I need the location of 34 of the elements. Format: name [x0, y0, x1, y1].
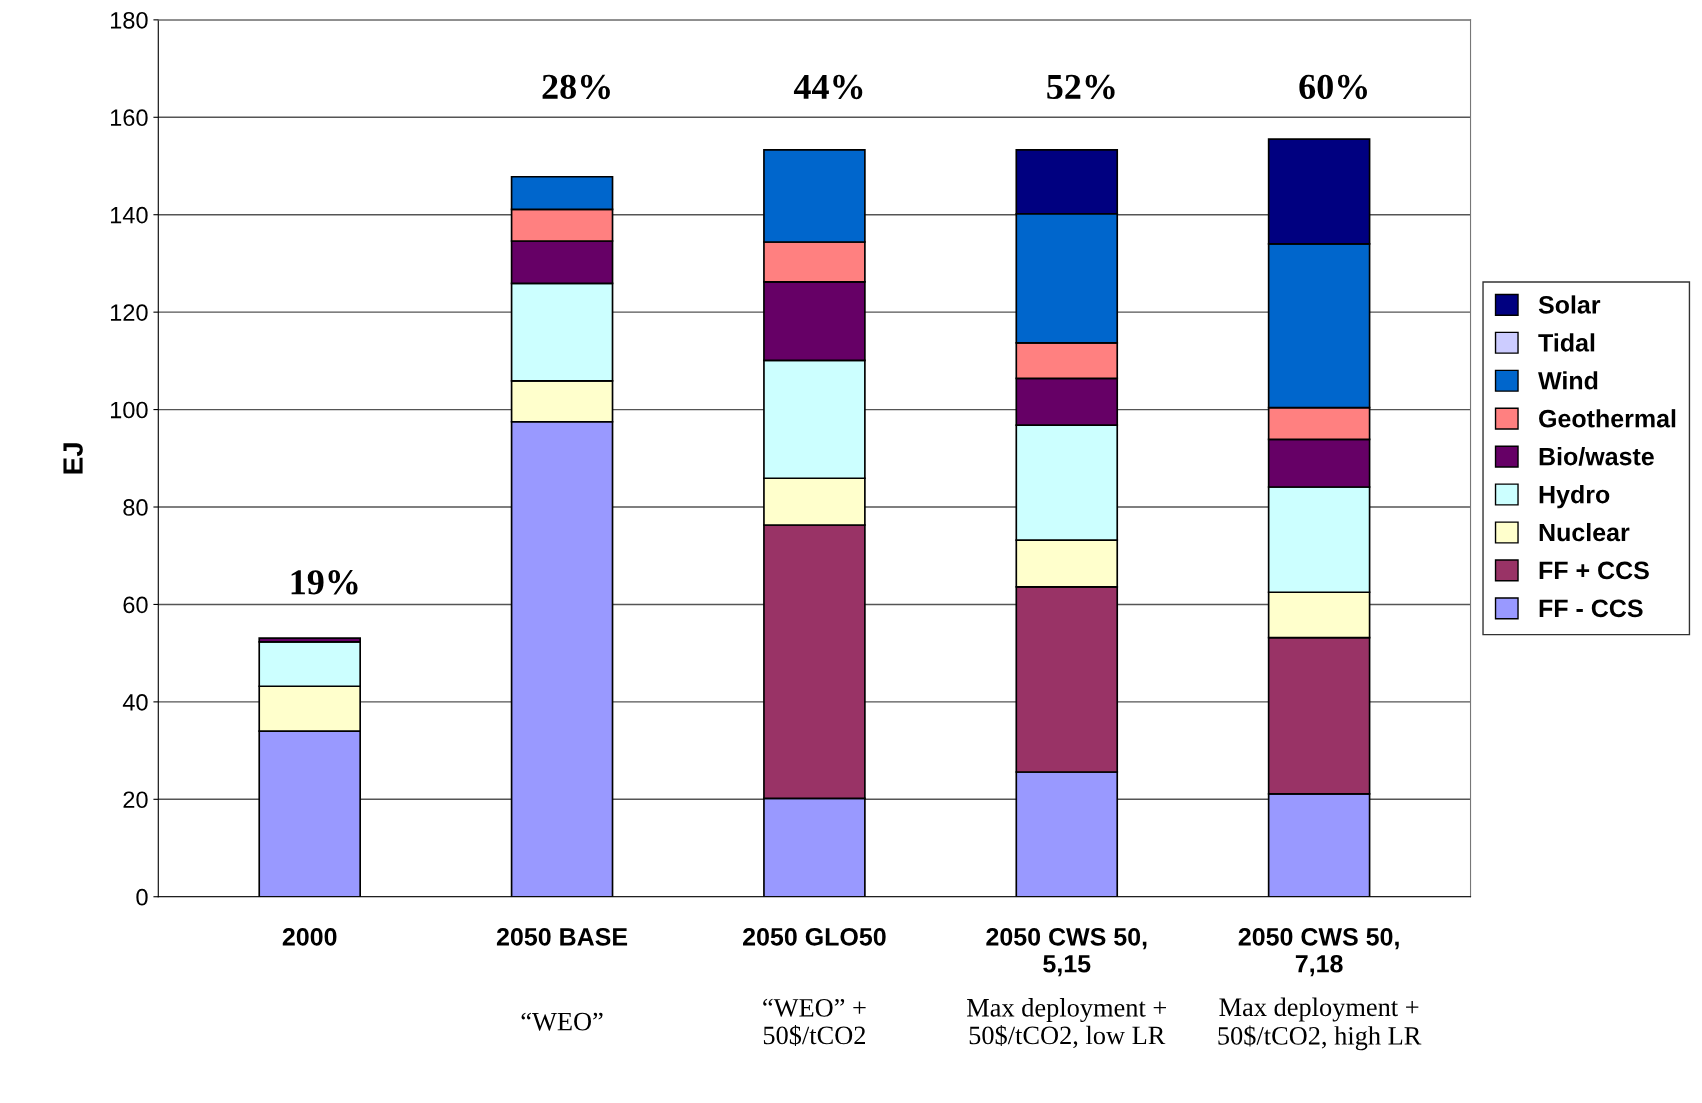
legend-label: Geothermal	[1539, 409, 1676, 428]
x-tick-label: 2050 GLO50	[743, 927, 886, 946]
y-tick-label: 40	[122, 693, 148, 711]
text: Max deployment + 50$/tCO2, high LR	[1218, 997, 1422, 1051]
legend-label: Nuclear	[1539, 522, 1630, 542]
y-tick-label: 120	[110, 304, 148, 321]
legend-label: Bio/waste	[1539, 447, 1654, 466]
text: Max deployment + 50$/tCO2, low LR	[967, 998, 1166, 1049]
legend-label: FF + CCS	[1539, 561, 1649, 580]
y-tick-label: 20	[123, 791, 148, 809]
legend-label: FF - CCS	[1539, 599, 1643, 618]
annotation: 44%	[793, 74, 863, 100]
y-tick-label: 160	[110, 109, 148, 127]
annotation: 60%	[1299, 74, 1367, 100]
y-tick-label: 140	[110, 206, 148, 224]
text: “WEO”	[521, 1012, 603, 1031]
legend-label: Hydro	[1539, 485, 1610, 509]
x-tick-label: 2050 CWS 50, 7,18	[1238, 927, 1399, 977]
x-tick-label: 2000	[282, 927, 337, 946]
x-tick-label: 2050 BASE	[496, 927, 628, 946]
text: “WEO” + 50$/tCO2	[763, 998, 866, 1047]
y-tick-label: 60	[123, 596, 148, 614]
y-tick-label: 80	[123, 499, 148, 516]
y-tick-label: 180	[110, 11, 148, 29]
legend-label: Wind	[1538, 371, 1598, 390]
annotation: 19%	[291, 570, 358, 595]
legend-label: Solar	[1538, 295, 1601, 314]
x-tick-label: 2050 CWS 50, 5,15	[986, 927, 1147, 977]
y-tick-label: 0	[136, 888, 148, 906]
annotation: 52%	[1047, 74, 1115, 100]
y-axis-title: EJ	[63, 443, 83, 474]
y-tick-label: 100	[110, 401, 148, 419]
legend-label: Tidal	[1538, 333, 1595, 352]
annotation: 28%	[542, 74, 610, 100]
